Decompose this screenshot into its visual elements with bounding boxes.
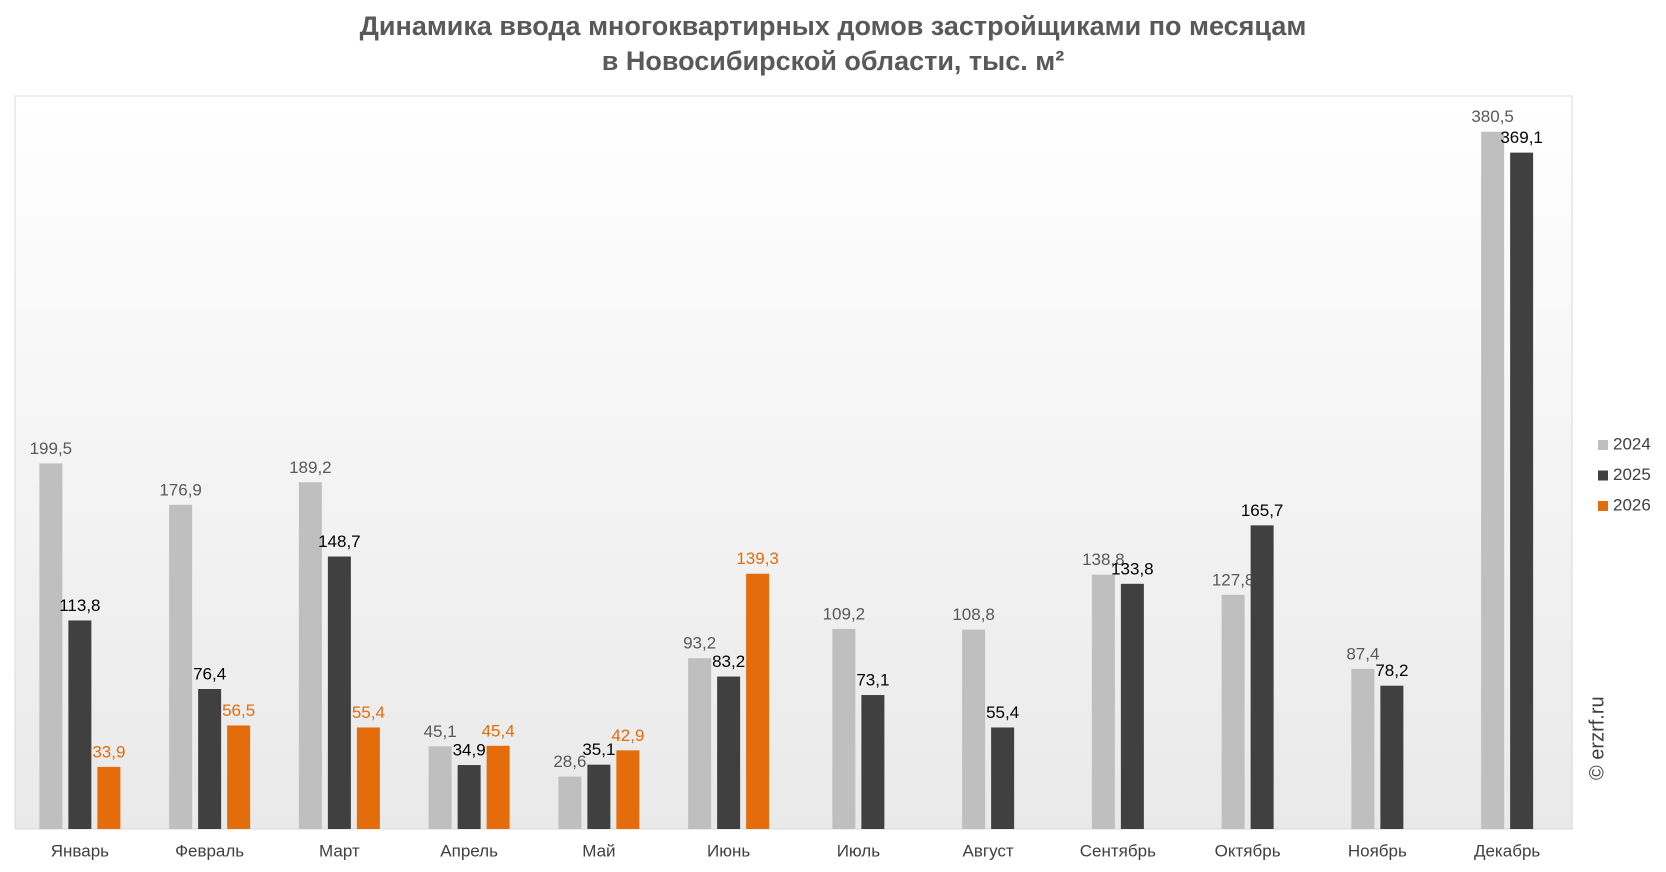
data-label: 199,5 [30, 439, 73, 458]
x-tick-label: Февраль [175, 841, 244, 860]
legend-label: 2024 [1613, 434, 1651, 453]
data-label: 55,4 [352, 703, 385, 722]
data-label: 380,5 [1471, 107, 1514, 126]
data-label: 93,2 [683, 634, 716, 653]
x-tick-label: Апрель [440, 841, 498, 860]
bar [68, 620, 92, 829]
data-label: 176,9 [159, 480, 202, 499]
data-label: 73,1 [856, 671, 889, 690]
bar [298, 482, 322, 829]
bar [39, 463, 63, 829]
data-label: 34,9 [453, 741, 486, 760]
bar [356, 727, 380, 829]
legend-label: 2026 [1613, 495, 1651, 514]
bar [616, 750, 640, 829]
data-label: 127,8 [1212, 570, 1255, 589]
bar [717, 676, 741, 829]
bar [1351, 668, 1375, 829]
x-tick-label: Октябрь [1215, 841, 1281, 860]
x-tick-label: Сентябрь [1080, 841, 1156, 860]
bar [1510, 152, 1534, 829]
data-label: 35,1 [582, 740, 615, 759]
bar [198, 688, 222, 829]
x-tick-label: Декабрь [1474, 841, 1540, 860]
bar [1120, 583, 1144, 829]
bar [327, 556, 351, 829]
bar [227, 725, 251, 829]
bar [587, 764, 611, 829]
data-label: 108,8 [952, 605, 995, 624]
bar [1250, 525, 1274, 829]
data-label: 45,1 [424, 722, 457, 741]
data-label: 28,6 [553, 752, 586, 771]
data-label: 33,9 [92, 742, 125, 761]
bar [1481, 131, 1505, 829]
legend-swatch [1598, 470, 1608, 481]
bar [486, 745, 510, 829]
x-tick-label: Март [319, 841, 360, 860]
data-label: 76,4 [193, 664, 226, 683]
bar [1380, 685, 1404, 829]
chart-title: Динамика ввода многоквартирных домов зас… [360, 11, 1307, 41]
x-tick-label: Ноябрь [1348, 841, 1407, 860]
bar [169, 504, 193, 829]
bar [97, 766, 121, 829]
plot-area [14, 95, 1573, 830]
data-label: 109,2 [823, 604, 866, 623]
x-tick-label: Август [963, 841, 1014, 860]
data-label: 133,8 [1111, 559, 1154, 578]
x-tick-label: Июнь [707, 841, 750, 860]
data-label: 55,4 [986, 703, 1019, 722]
bar [688, 658, 712, 829]
legend-swatch [1598, 440, 1608, 450]
data-label: 369,1 [1500, 128, 1543, 147]
data-label: 87,4 [1346, 644, 1379, 663]
data-label: 56,5 [222, 701, 255, 720]
legend-swatch [1598, 501, 1608, 511]
watermark: © erzrf.ru [1586, 696, 1608, 780]
bar [962, 629, 986, 829]
data-label: 113,8 [59, 596, 100, 615]
x-tick-label: Май [582, 841, 615, 860]
data-label: 42,9 [611, 726, 644, 745]
data-label: 83,2 [712, 652, 745, 671]
x-tick-label: Июль [837, 841, 881, 860]
data-label: 78,2 [1375, 661, 1408, 680]
data-label: 189,2 [289, 458, 332, 477]
legend-label: 2025 [1613, 465, 1651, 484]
bar [991, 727, 1015, 829]
bar [832, 628, 856, 829]
bar [746, 573, 770, 829]
data-label: 138,8 [1082, 550, 1125, 569]
data-label: 45,4 [482, 721, 515, 740]
data-label: 148,7 [318, 532, 361, 551]
chart-subtitle: в Новосибирской области, тыс. м² [602, 46, 1064, 76]
bar [1091, 574, 1115, 829]
bar [861, 695, 885, 829]
x-tick-label: Январь [51, 841, 109, 860]
data-label: 165,7 [1241, 501, 1284, 520]
bar [558, 776, 582, 829]
bar [1221, 594, 1245, 829]
data-label: 139,3 [736, 549, 779, 568]
bar [457, 765, 481, 829]
bar [428, 746, 452, 829]
